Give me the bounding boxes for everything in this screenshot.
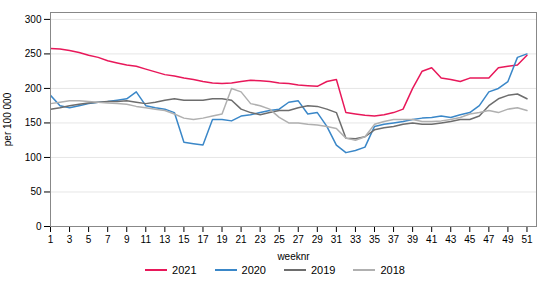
- svg-text:33: 33: [350, 234, 362, 245]
- svg-text:27: 27: [293, 234, 305, 245]
- svg-text:0: 0: [36, 221, 42, 232]
- svg-text:21: 21: [236, 234, 248, 245]
- svg-text:1: 1: [48, 234, 54, 245]
- svg-text:9: 9: [124, 234, 130, 245]
- svg-text:31: 31: [331, 234, 343, 245]
- svg-text:15: 15: [178, 234, 190, 245]
- svg-text:250: 250: [25, 48, 42, 59]
- svg-text:51: 51: [521, 234, 533, 245]
- svg-text:5: 5: [86, 234, 92, 245]
- svg-text:150: 150: [25, 117, 42, 128]
- svg-text:35: 35: [369, 234, 381, 245]
- svg-text:200: 200: [25, 83, 42, 94]
- svg-text:43: 43: [445, 234, 457, 245]
- svg-text:17: 17: [197, 234, 209, 245]
- svg-text:per 100 000: per 100 000: [2, 92, 13, 146]
- svg-text:39: 39: [407, 234, 419, 245]
- html-text:2019: 2019: [311, 264, 336, 276]
- svg-text:37: 37: [388, 234, 400, 245]
- svg-text:50: 50: [30, 186, 42, 197]
- svg-text:23: 23: [255, 234, 267, 245]
- svg-text:3: 3: [67, 234, 73, 245]
- html-text:2020: 2020: [241, 264, 266, 276]
- html-text:2018: 2018: [380, 264, 405, 276]
- svg-text:47: 47: [483, 234, 495, 245]
- svg-text:11: 11: [141, 234, 152, 245]
- html-text:2021: 2021: [172, 264, 197, 276]
- svg-text:weeknr: weeknr: [276, 251, 310, 262]
- svg-text:19: 19: [216, 234, 228, 245]
- svg-text:300: 300: [25, 14, 42, 25]
- svg-text:29: 29: [312, 234, 324, 245]
- svg-text:100: 100: [25, 152, 42, 163]
- svg-text:49: 49: [502, 234, 514, 245]
- svg-text:41: 41: [426, 234, 438, 245]
- svg-text:13: 13: [159, 234, 171, 245]
- svg-text:7: 7: [105, 234, 111, 245]
- svg-text:45: 45: [464, 234, 476, 245]
- svg-text:25: 25: [274, 234, 286, 245]
